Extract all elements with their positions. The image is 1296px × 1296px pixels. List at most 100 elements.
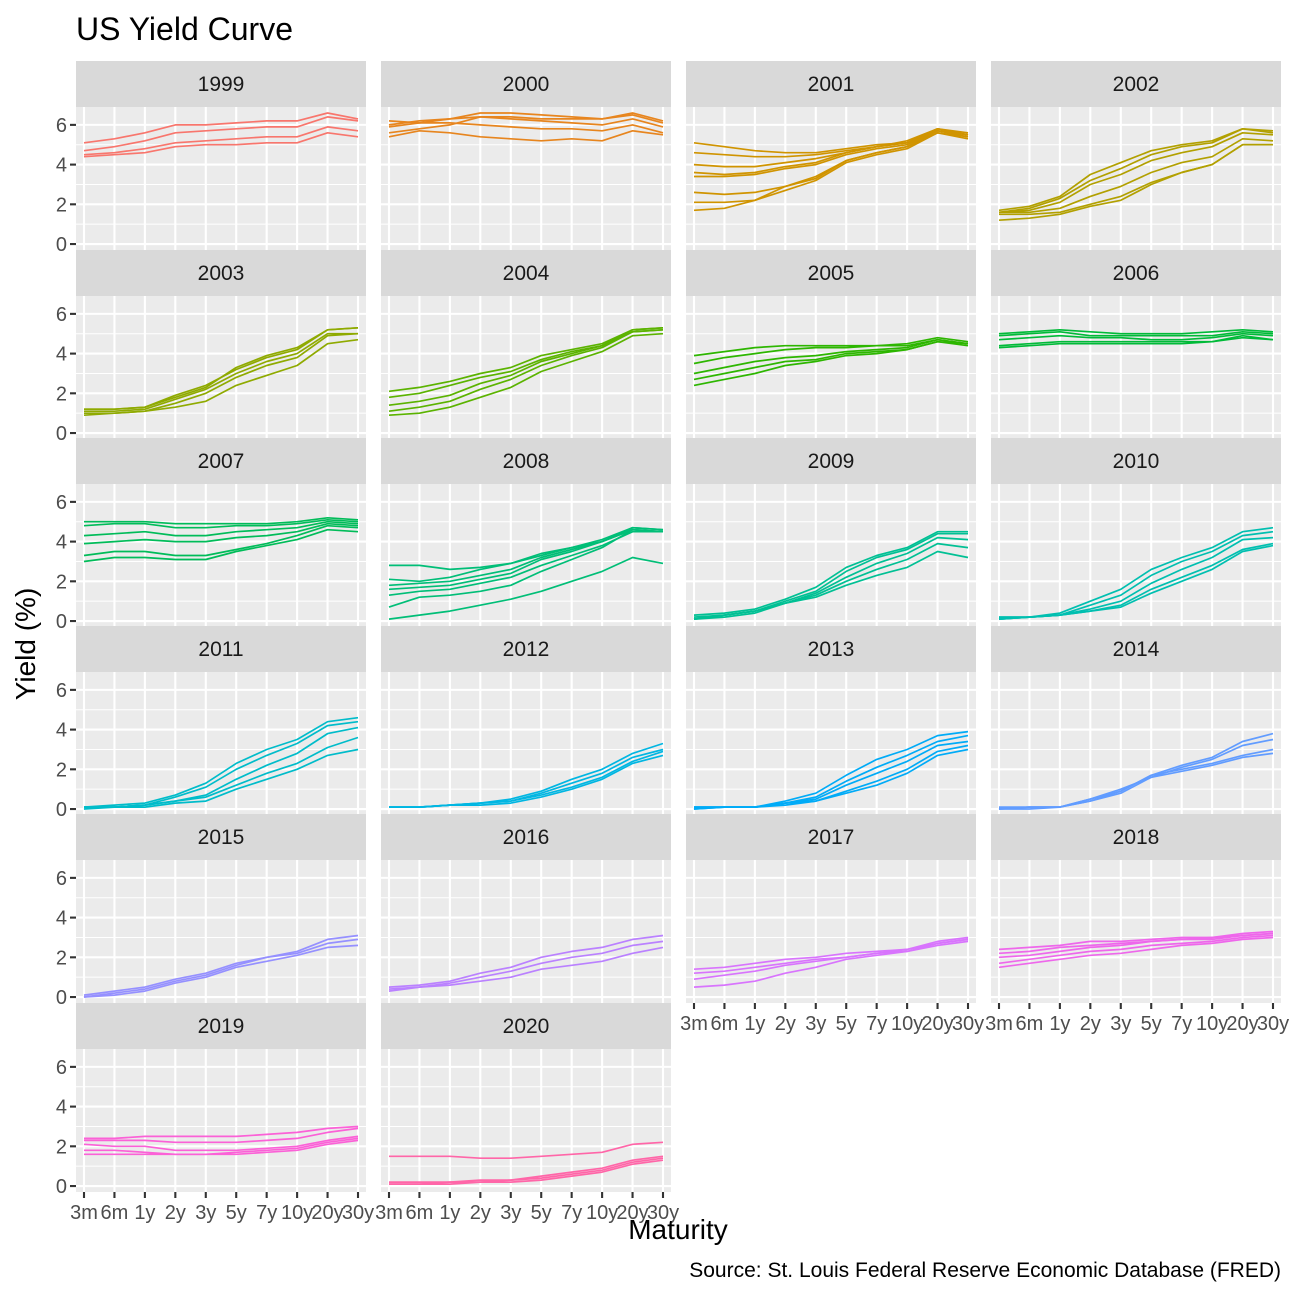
y-tick-label: 0 — [56, 1176, 67, 1198]
y-tick-label: 4 — [56, 344, 67, 366]
yield-curve-line — [693, 338, 969, 375]
facet-strip-label: 2007 — [198, 450, 245, 473]
y-tick-label: 0 — [56, 987, 67, 1009]
yield-curve-line — [693, 336, 969, 357]
facet-strip-label: 2018 — [1113, 826, 1160, 849]
yield-curve-line — [693, 127, 969, 176]
plot-panel — [76, 860, 366, 1003]
x-tick-label: 5y — [836, 1013, 857, 1035]
yield-curve-line — [388, 934, 664, 988]
y-tick-label: 6 — [56, 304, 67, 326]
x-tick-label: 30y — [1257, 1013, 1289, 1035]
yield-curve-line — [998, 332, 1274, 341]
facet-panel-2003: 2003 0 2 4 6 — [56, 250, 366, 445]
facet-strip — [76, 61, 366, 107]
facet-strip — [686, 250, 976, 296]
plot-panel — [76, 296, 366, 439]
x-tick-label: 1y — [134, 1202, 155, 1224]
x-tick-label: 20y — [616, 1202, 648, 1224]
yield-curve-line — [693, 530, 968, 616]
yield-curve-line — [83, 131, 359, 158]
y-tick-label: 6 — [56, 115, 67, 137]
y-tick-label: 4 — [56, 908, 67, 930]
x-tick-label: 10y — [891, 1013, 923, 1035]
x-tick-label: 3m — [680, 1013, 708, 1035]
y-tick-label: 6 — [56, 868, 67, 890]
x-tick-label: 7y — [561, 1202, 582, 1224]
yield-curve-line — [388, 112, 664, 128]
plot-panel — [381, 672, 671, 815]
plot-panel — [381, 1049, 671, 1192]
x-tick-label: 3y — [500, 1202, 521, 1224]
facet-strip-label: 2012 — [503, 638, 550, 661]
x-tick-label: 3m — [985, 1013, 1013, 1035]
yield-curve-line — [693, 936, 969, 971]
yield-curve-line — [998, 932, 1274, 955]
x-tick-label: 10y — [281, 1202, 313, 1224]
y-tick-label: 0 — [56, 799, 67, 821]
facet-panel-2014: 2014 — [991, 626, 1281, 815]
x-tick-label: 3y — [195, 1202, 216, 1224]
yield-curve-line — [83, 934, 359, 996]
yield-curve-line — [84, 1137, 359, 1156]
yield-curve-line — [84, 1125, 359, 1140]
x-tick-label: 10y — [1196, 1013, 1228, 1035]
yield-curve-line — [388, 328, 664, 413]
facet-strip-label: 2016 — [503, 826, 550, 849]
yield-curve-line — [693, 338, 969, 365]
plot-panel — [381, 484, 671, 627]
facet-strip — [686, 61, 976, 107]
facet-strip — [76, 1003, 366, 1049]
facet-panel-2005: 2005 — [686, 250, 976, 439]
facet-strip — [381, 61, 671, 107]
facet-strip-label: 2008 — [503, 450, 550, 473]
x-tick-label: 20y — [1226, 1013, 1258, 1035]
yield-curve-line — [388, 116, 664, 128]
facet-strip — [686, 626, 976, 672]
facet-strip — [381, 626, 671, 672]
facet-strip-label: 2011 — [198, 638, 243, 661]
x-tick-label: 3y — [805, 1013, 826, 1035]
yield-curve-line — [83, 126, 359, 156]
yield-curve-line — [83, 524, 359, 557]
x-tick-label: 30y — [952, 1013, 984, 1035]
x-tick-label: 30y — [647, 1202, 679, 1224]
yield-curve-line — [84, 736, 359, 808]
yield-curve-line — [84, 326, 359, 411]
y-tick-label: 4 — [56, 1097, 67, 1119]
yield-curve-line — [83, 518, 359, 529]
y-tick-label: 4 — [56, 532, 67, 554]
y-tick-label: 4 — [56, 155, 67, 177]
y-tick-label: 6 — [56, 1057, 67, 1079]
yield-curve-line — [388, 326, 664, 393]
y-tick-label: 2 — [56, 194, 67, 216]
x-tick-label: 3y — [1110, 1013, 1131, 1035]
x-tick-label: 10y — [586, 1202, 618, 1224]
plot-panel — [381, 860, 671, 1003]
yield-curve-line — [83, 938, 359, 998]
yield-curve-line — [388, 526, 664, 587]
facet-strip — [381, 1003, 671, 1049]
yield-curve-line — [388, 120, 664, 134]
facet-strip-label: 2002 — [1113, 73, 1160, 96]
facet-panel-2011: 2011 0 2 4 6 — [56, 626, 366, 821]
facet-panel-1999: 1999 0 2 4 6 — [56, 61, 366, 256]
yield-curve-line — [83, 944, 359, 998]
facet-strip — [381, 250, 671, 296]
y-tick-label: 0 — [56, 234, 67, 256]
yield-curve-line — [998, 336, 1274, 349]
yield-curve-line — [83, 116, 359, 152]
plot-panel — [686, 296, 976, 439]
yield-curve-line — [693, 129, 969, 212]
facet-strip-label: 2014 — [1113, 638, 1160, 661]
yield-curve-line — [998, 143, 1273, 222]
yield-curve-line — [389, 1157, 664, 1185]
facet-strip-label: 2005 — [808, 262, 855, 285]
plot-panel — [991, 107, 1281, 250]
facet-strip-label: 2006 — [1113, 262, 1160, 285]
y-tick-label: 2 — [56, 947, 67, 969]
